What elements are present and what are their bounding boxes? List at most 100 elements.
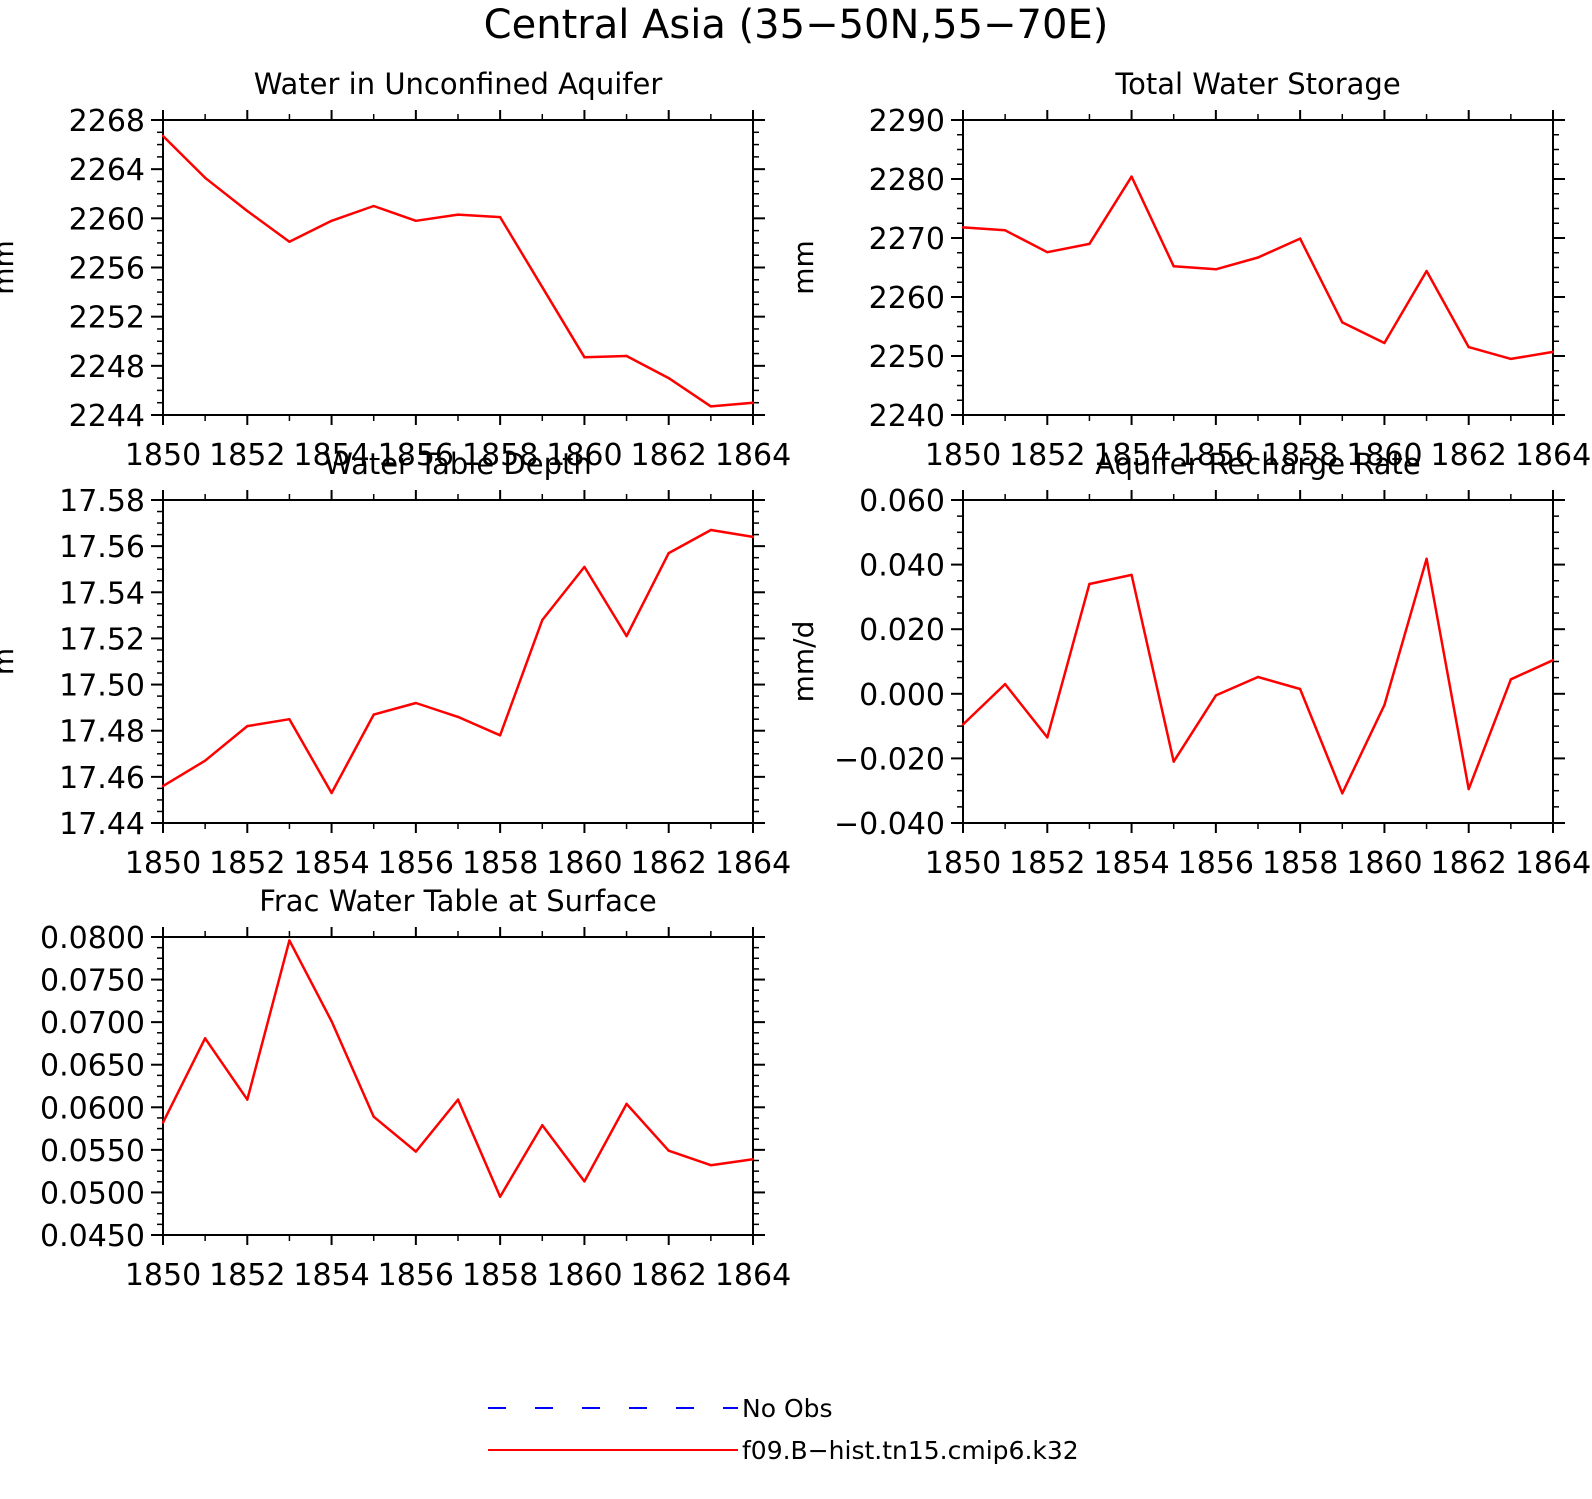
- plot-frame: [962, 499, 1554, 824]
- data-point: [288, 717, 291, 721]
- data-point: [1509, 357, 1513, 361]
- data-point: [625, 354, 628, 358]
- y-tick-label: −0.020: [834, 742, 945, 777]
- data-point: [330, 791, 333, 795]
- x-tick-label: 1858: [1262, 846, 1338, 881]
- y-tick-label: −0.040: [834, 807, 945, 842]
- y-tick-label: 17.44: [59, 807, 145, 842]
- y-tick-label: 2280: [869, 163, 945, 198]
- x-tick-label: 1860: [1346, 846, 1422, 881]
- x-tick-label: 1856: [1178, 846, 1254, 881]
- y-tick-label: 0.0800: [40, 921, 145, 956]
- data-point: [1551, 659, 1555, 662]
- data-point: [1425, 269, 1428, 273]
- data-point: [583, 565, 586, 569]
- data-point: [751, 401, 755, 404]
- y-tick-label: 0.000: [859, 678, 945, 713]
- data-point: [1298, 237, 1302, 240]
- y-tick-label: 0.060: [859, 484, 945, 519]
- data-point: [625, 634, 628, 638]
- y-tick-label: 2252: [69, 301, 145, 336]
- data-point: [456, 715, 460, 719]
- y-tick-label: 17.52: [59, 622, 145, 657]
- x-tick-label: 1860: [546, 1258, 622, 1293]
- data-point: [1046, 250, 1049, 254]
- data-point: [1130, 573, 1133, 577]
- data-point: [203, 759, 207, 762]
- legend-label: No Obs: [742, 1394, 833, 1423]
- x-tick-label: 1860: [546, 438, 622, 473]
- x-tick-label: 1854: [1093, 438, 1169, 473]
- data-point: [961, 226, 965, 229]
- x-tick-label: 1856: [378, 438, 454, 473]
- x-tick-label: 1852: [209, 846, 285, 881]
- data-point: [541, 285, 544, 289]
- data-point: [1088, 242, 1091, 246]
- data-point: [1383, 341, 1386, 345]
- data-point: [1046, 736, 1049, 739]
- y-tick-label: 0.0450: [40, 1219, 145, 1254]
- y-tick-label: 2264: [69, 153, 145, 188]
- y-tick-label: 0.0600: [40, 1091, 145, 1126]
- data-point: [1214, 268, 1218, 271]
- data-point: [1467, 787, 1470, 791]
- data-point: [541, 618, 544, 622]
- data-point: [667, 551, 670, 555]
- x-tick-label: 1850: [925, 846, 1001, 881]
- data-point: [1003, 682, 1007, 686]
- data-point: [667, 376, 670, 380]
- data-point: [1256, 675, 1260, 679]
- chart-panel: Aquifer Recharge Rate mm/d 1850 1852 1854 185…: [787, 447, 1591, 881]
- x-tick-label: 1852: [1009, 846, 1085, 881]
- y-tick-label: 0.0500: [40, 1176, 145, 1211]
- y-tick-label: 17.50: [59, 669, 145, 704]
- x-tick-label: 1858: [462, 1258, 538, 1293]
- data-point: [161, 134, 165, 138]
- plot-frame: [162, 499, 754, 824]
- data-point: [667, 1149, 670, 1152]
- x-tick-label: 1862: [631, 1258, 707, 1293]
- chart-panel: Frac Water Table at Surface 1850 1852 1854 1…: [40, 884, 791, 1293]
- y-axis-label: mm: [0, 240, 20, 295]
- data-point: [372, 1115, 375, 1118]
- data-point: [1341, 321, 1344, 324]
- x-tick-label: 1854: [293, 1258, 369, 1293]
- data-point: [498, 1195, 502, 1198]
- y-axis-label: m: [0, 648, 20, 675]
- data-point: [1551, 350, 1555, 354]
- data-point: [1341, 792, 1344, 795]
- y-tick-label: 17.46: [59, 761, 145, 796]
- x-tick-label: 1862: [1431, 438, 1507, 473]
- y-tick-label: 17.54: [59, 576, 145, 611]
- series-line: [162, 135, 754, 408]
- data-point: [414, 701, 418, 705]
- x-tick-label: 1854: [293, 438, 369, 473]
- x-tick-label: 1860: [546, 846, 622, 881]
- data-point: [1467, 345, 1470, 349]
- data-point: [288, 939, 291, 942]
- data-point: [456, 1098, 460, 1101]
- x-tick-label: 1862: [1431, 846, 1507, 881]
- y-tick-label: 2270: [869, 222, 945, 257]
- x-tick-label: 1862: [631, 846, 707, 881]
- x-tick-label: 1856: [1178, 438, 1254, 473]
- y-tick-label: 2290: [869, 104, 945, 139]
- x-tick-label: 1858: [462, 846, 538, 881]
- data-point: [1425, 557, 1428, 560]
- series-line: [161, 939, 754, 1198]
- chart-panel: Water Table Depthm1850185218541856185818…: [0, 447, 791, 881]
- series-line: [962, 175, 1554, 361]
- data-point: [1003, 229, 1007, 232]
- data-point: [1509, 678, 1513, 681]
- x-tick-label: 1858: [462, 438, 538, 473]
- y-tick-label: 0.040: [859, 549, 945, 584]
- data-point: [1256, 256, 1260, 259]
- x-tick-label: 1850: [925, 438, 1001, 473]
- data-point: [751, 1158, 755, 1161]
- data-point: [709, 1163, 713, 1167]
- data-point: [330, 1020, 333, 1023]
- y-tick-label: 0.0650: [40, 1049, 145, 1084]
